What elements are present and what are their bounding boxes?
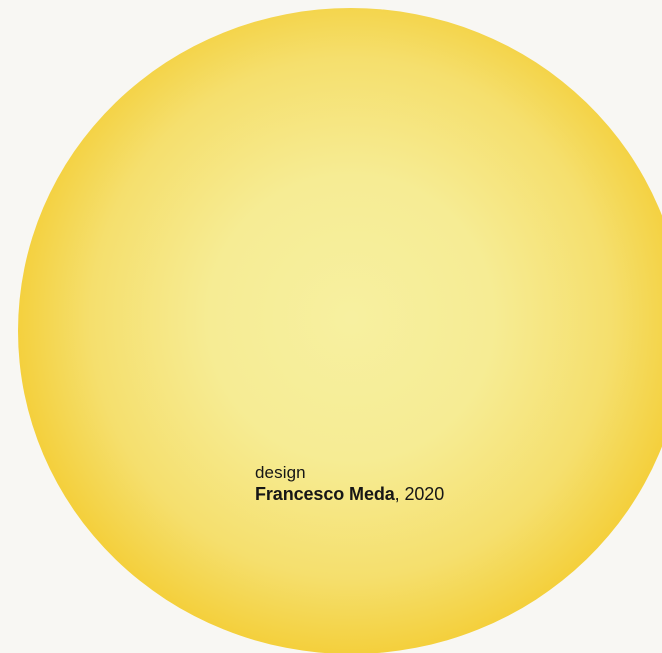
design-year: 2020	[404, 484, 445, 504]
designer-name: Francesco Meda	[255, 484, 395, 504]
yellow-circle-shape	[18, 8, 662, 653]
design-credit: design Francesco Meda, 2020	[255, 464, 444, 503]
credit-separator: ,	[394, 484, 405, 504]
design-label: design	[255, 463, 306, 482]
designer-year-line: Francesco Meda, 2020	[255, 485, 444, 503]
